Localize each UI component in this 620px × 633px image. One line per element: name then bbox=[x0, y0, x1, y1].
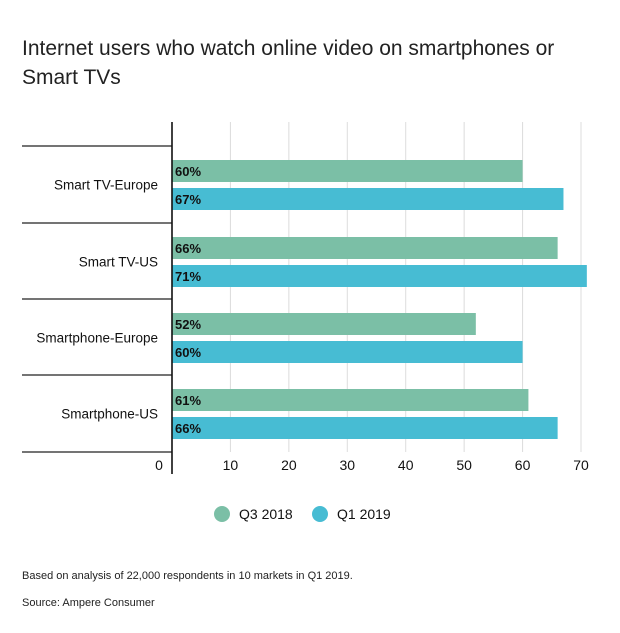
footnote: Based on analysis of 22,000 respondents … bbox=[22, 570, 353, 582]
data-label-smartphone-us-q1-2019: 66% bbox=[175, 421, 201, 436]
legend-swatch-q3-2018 bbox=[214, 506, 230, 522]
x-tick-label-10: 10 bbox=[223, 457, 239, 473]
data-label-smart-tv-europe-q3-2018: 60% bbox=[175, 164, 201, 179]
category-label-smart-tv-europe: Smart TV-Europe bbox=[54, 178, 158, 193]
x-tick-label-40: 40 bbox=[398, 457, 414, 473]
data-label-smart-tv-europe-q1-2019: 67% bbox=[175, 192, 201, 207]
legend-label-q3-2018: Q3 2018 bbox=[239, 506, 293, 522]
data-label-smartphone-europe-q1-2019: 60% bbox=[175, 345, 201, 360]
source-note: Source: Ampere Consumer bbox=[22, 597, 155, 609]
data-label-smart-tv-us-q1-2019: 71% bbox=[175, 269, 201, 284]
x-tick-label-0: 0 bbox=[155, 457, 163, 473]
category-label-smartphone-us: Smartphone-US bbox=[61, 407, 158, 422]
x-tick-label-50: 50 bbox=[456, 457, 472, 473]
legend-label-q1-2019: Q1 2019 bbox=[337, 506, 391, 522]
legend-swatch-q1-2019 bbox=[312, 506, 328, 522]
bar-chart: 60% 67% Smart TV-Europe 66% 71% Smart TV-US 52… bbox=[22, 122, 589, 522]
bar-smartphone-us-q1-2019 bbox=[172, 417, 558, 439]
bar-smart-tv-us-q3-2018 bbox=[172, 237, 558, 259]
category-label-smartphone-europe: Smartphone-Europe bbox=[36, 331, 158, 346]
data-label-smartphone-us-q3-2018: 61% bbox=[175, 393, 201, 408]
bar-smartphone-europe-q1-2019 bbox=[172, 341, 523, 363]
bar-smartphone-europe-q3-2018 bbox=[172, 313, 476, 335]
x-tick-label-60: 60 bbox=[515, 457, 531, 473]
data-label-smartphone-europe-q3-2018: 52% bbox=[175, 317, 201, 332]
chart-title: Internet users who watch online video on… bbox=[22, 37, 555, 89]
bar-smart-tv-us-q1-2019 bbox=[172, 265, 587, 287]
bar-smart-tv-europe-q1-2019 bbox=[172, 188, 564, 210]
category-label-smart-tv-us: Smart TV-US bbox=[79, 255, 158, 270]
bar-smartphone-us-q3-2018 bbox=[172, 389, 529, 411]
x-tick-label-20: 20 bbox=[281, 457, 297, 473]
x-tick-label-70: 70 bbox=[573, 457, 589, 473]
x-tick-label-30: 30 bbox=[339, 457, 355, 473]
data-label-smart-tv-us-q3-2018: 66% bbox=[175, 241, 201, 256]
bar-smart-tv-europe-q3-2018 bbox=[172, 160, 523, 182]
